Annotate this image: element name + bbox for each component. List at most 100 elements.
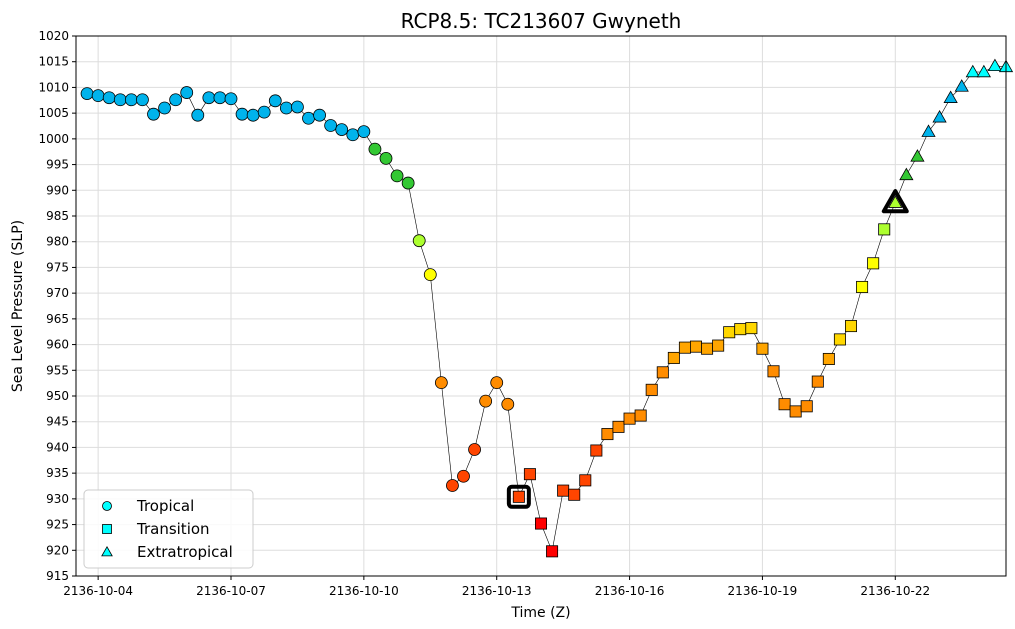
y-tick-label: 1000 <box>38 132 69 146</box>
data-point-transition <box>778 398 791 411</box>
y-tick-label: 930 <box>46 492 69 506</box>
data-point-tropical <box>147 107 160 121</box>
data-point-tropical <box>80 87 94 100</box>
data-point-extratropical <box>899 167 914 181</box>
data-point-transition <box>800 400 813 413</box>
data-point-tropical <box>235 107 249 121</box>
data-point-transition <box>590 444 603 457</box>
data-point-transition <box>656 366 669 379</box>
data-point-tropical <box>169 93 183 107</box>
data-point-tropical <box>479 394 493 408</box>
data-point-tropical <box>412 234 426 248</box>
data-point-transition <box>535 517 548 530</box>
data-point-tropical <box>202 91 216 105</box>
data-point-tropical <box>457 469 470 483</box>
data-point-tropical <box>324 119 338 132</box>
data-point-extratropical <box>932 110 947 123</box>
x-axis-label: Time (Z) <box>510 605 570 621</box>
data-point-extratropical <box>965 64 980 78</box>
data-point-transition <box>568 488 581 501</box>
y-tick-label: 975 <box>46 260 69 274</box>
data-point-transition <box>867 257 880 270</box>
data-point-tropical <box>434 376 448 390</box>
x-tick-label: 2136-10-10 <box>329 584 399 598</box>
data-point-tropical <box>313 108 326 122</box>
y-tick-label: 965 <box>46 312 69 326</box>
data-point-transition <box>789 405 802 418</box>
data-point-extratropical <box>910 149 925 162</box>
chart-title: RCP8.5: TC213607 Gwyneth <box>401 9 682 33</box>
data-point-tropical <box>91 89 105 103</box>
y-tick-label: 1015 <box>38 55 69 69</box>
y-tick-label: 935 <box>46 466 69 480</box>
data-point-extratropical <box>888 195 903 208</box>
legend-marker-square <box>102 524 112 534</box>
legend: Tropical Transition Extratropical <box>83 489 254 569</box>
data-point-extratropical <box>976 64 991 78</box>
data-point-tropical <box>291 100 304 114</box>
y-tick-label: 1020 <box>38 29 69 43</box>
data-point-tropical <box>302 111 315 125</box>
data-point-transition <box>745 322 758 335</box>
y-tick-label: 915 <box>46 569 69 583</box>
y-tick-label: 980 <box>46 235 69 249</box>
data-point-tropical <box>180 86 194 99</box>
y-tick-label: 1010 <box>38 80 69 94</box>
legend-marker-circle <box>102 501 112 511</box>
data-point-tropical <box>357 125 371 139</box>
data-point-transition <box>767 365 780 378</box>
data-point-transition <box>678 341 691 354</box>
legend-label: Extratropical <box>137 543 233 561</box>
data-point-transition <box>645 383 658 396</box>
data-point-tropical <box>279 101 293 115</box>
data-points <box>80 58 1014 558</box>
data-point-extratropical <box>943 90 958 103</box>
x-axis: 2136-10-04 2136-10-07 2136-10-10 2136-10-13… <box>63 576 930 598</box>
data-point-transition <box>623 412 636 425</box>
data-point-transition <box>512 490 525 503</box>
data-point-tropical <box>213 91 227 105</box>
data-point-tropical <box>490 376 504 390</box>
data-point-transition <box>845 320 858 333</box>
data-point-extratropical <box>921 124 936 137</box>
data-point-transition <box>723 326 736 339</box>
y-tick-label: 925 <box>46 518 69 532</box>
data-point-transition <box>811 375 824 388</box>
data-point-transition <box>712 339 725 352</box>
highlight-marker <box>881 189 909 214</box>
data-point-tropical <box>379 151 393 165</box>
legend-label: Transition <box>136 520 210 538</box>
data-point-tropical <box>224 92 238 106</box>
data-point-tropical <box>158 101 171 115</box>
data-point-transition <box>833 333 846 346</box>
data-point-transition <box>690 340 703 353</box>
x-tick-label: 2136-10-13 <box>462 584 532 598</box>
data-point-transition <box>856 280 869 293</box>
data-point-transition <box>634 409 647 422</box>
data-point-tropical <box>124 93 138 107</box>
data-point-tropical <box>268 94 282 108</box>
legend-label: Tropical <box>136 497 194 515</box>
data-point-tropical <box>401 176 415 190</box>
data-point-transition <box>546 545 559 558</box>
highlight-markers <box>506 189 909 509</box>
y-tick-label: 1005 <box>38 106 69 120</box>
data-point-transition <box>557 484 570 497</box>
data-point-tropical <box>257 105 271 119</box>
x-tick-label: 2136-10-22 <box>860 584 930 598</box>
highlight-marker <box>506 484 531 509</box>
y-tick-label: 920 <box>46 543 69 557</box>
y-tick-label: 990 <box>46 183 69 197</box>
y-tick-label: 960 <box>46 338 69 352</box>
data-point-tropical <box>191 108 205 122</box>
y-tick-label: 995 <box>46 158 69 172</box>
y-tick-label: 955 <box>46 363 69 377</box>
data-point-transition <box>701 342 714 355</box>
data-point-tropical <box>468 443 481 456</box>
legend-marker-triangle <box>101 546 113 557</box>
x-tick-label: 2136-10-04 <box>63 584 133 598</box>
data-point-transition <box>579 474 592 487</box>
data-point-tropical <box>390 169 404 183</box>
legend-box <box>83 489 254 569</box>
data-point-tropical <box>346 128 360 142</box>
